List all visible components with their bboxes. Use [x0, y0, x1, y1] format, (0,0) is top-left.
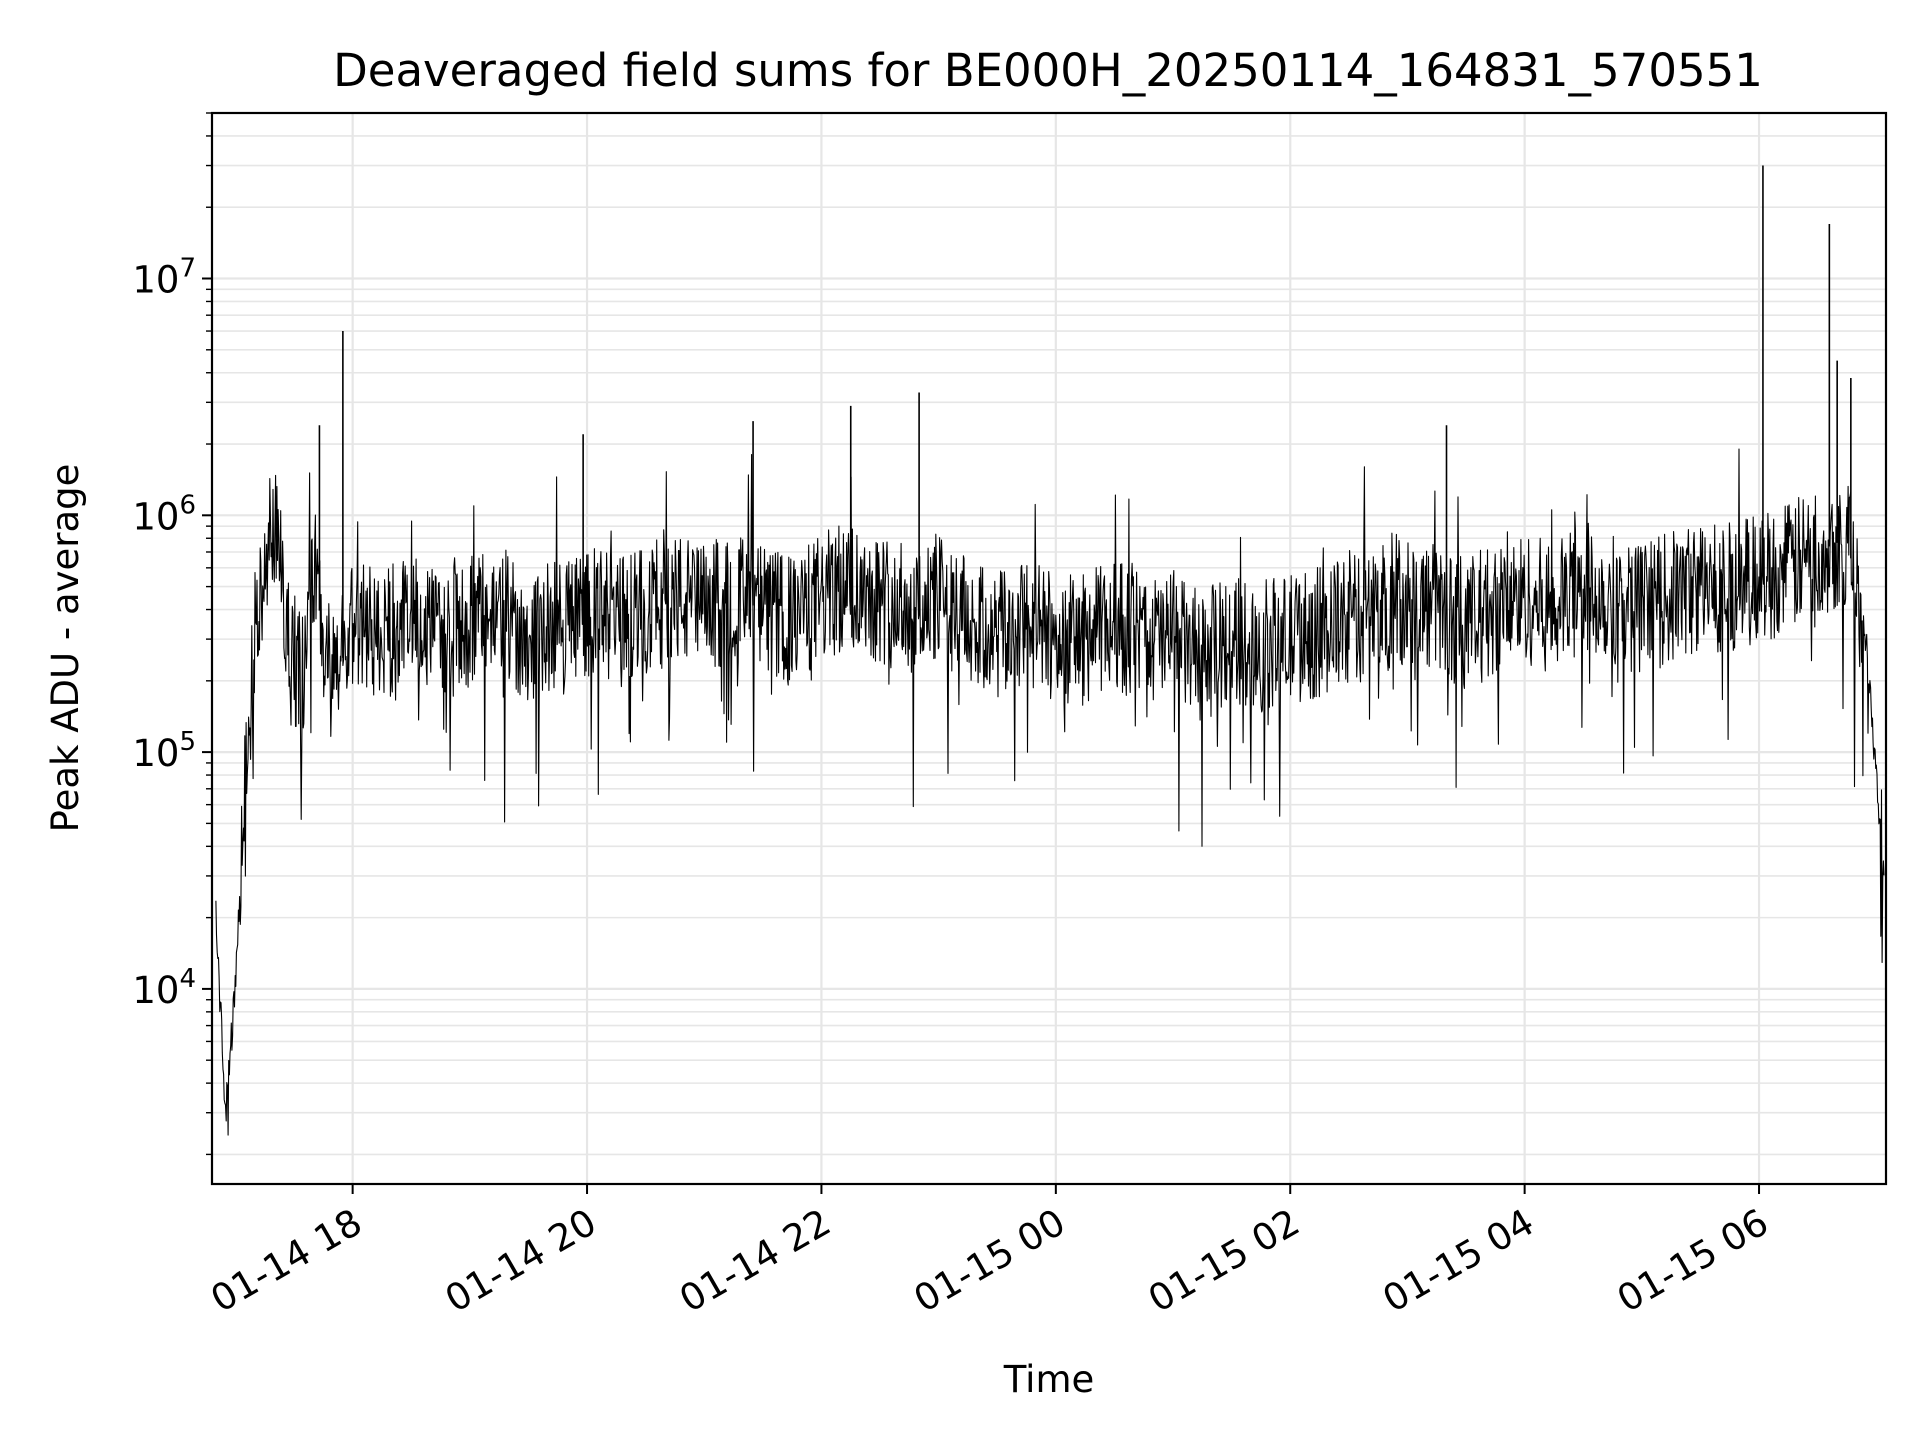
y-tick-label-exponent: 5 — [179, 727, 196, 757]
y-tick-label-exponent: 4 — [179, 964, 196, 994]
y-axis-label: Peak ADU - average — [44, 464, 87, 833]
y-tick-label: 107 — [132, 254, 196, 302]
y-tick-label: 104 — [132, 964, 196, 1012]
y-tick-label-base: 10 — [132, 969, 179, 1012]
y-tick-label-exponent: 6 — [179, 490, 196, 520]
series-trace — [215, 448, 1885, 1136]
x-axis-label: Time — [1003, 1358, 1095, 1401]
chart-title: Deaveraged field sums for BE000H_2025011… — [333, 44, 1763, 97]
y-tick-label-exponent: 7 — [179, 254, 196, 284]
grid — [212, 112, 1886, 1184]
y-tick-label: 106 — [132, 490, 196, 538]
series-line — [215, 165, 1885, 1136]
y-tick-label-base: 10 — [132, 732, 179, 775]
y-tick-label-base: 10 — [132, 259, 179, 302]
y-tick-label: 105 — [132, 727, 196, 775]
plot-frame — [210, 111, 1888, 1186]
y-tick-label-base: 10 — [132, 495, 179, 538]
